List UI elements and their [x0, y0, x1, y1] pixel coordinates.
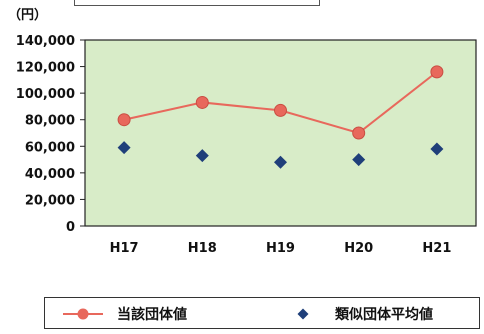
legend-label-2: 類似団体平均値 [334, 306, 433, 323]
data-point [195, 149, 209, 163]
x-tick-label: H18 [188, 241, 217, 256]
series-1 [117, 65, 444, 140]
plot-area [84, 39, 477, 227]
legend: 当該団体値 類似団体平均値 [44, 297, 480, 329]
y-tick-label: 140,000 [16, 34, 75, 49]
legend-marker-1 [77, 308, 89, 320]
x-tick-label: H20 [344, 241, 373, 256]
legend-marker-2 [297, 308, 309, 320]
legend-svg: 当該団体値 類似団体平均値 [63, 306, 433, 323]
data-point [274, 103, 287, 117]
data-point [274, 155, 287, 169]
y-tick-label: 120,000 [16, 61, 75, 76]
x-tick-label: H17 [110, 241, 139, 256]
x-tick-label: H19 [266, 241, 295, 256]
data-point [352, 126, 366, 140]
y-tick-label: 40,000 [25, 167, 75, 182]
data-point [430, 142, 444, 156]
y-tick-label: 100,000 [16, 87, 75, 102]
series-2 [117, 141, 444, 169]
data-point [430, 65, 444, 79]
data-point [195, 95, 209, 109]
y-unit-label: （円） [8, 7, 47, 23]
y-tick-label: 60,000 [25, 140, 75, 155]
data-point [117, 141, 131, 155]
data-point [117, 113, 131, 127]
y-tick-label: 0 [66, 220, 75, 235]
y-tick-label: 20,000 [25, 193, 75, 208]
y-tick-label: 80,000 [25, 114, 75, 129]
data-point [352, 153, 366, 167]
upper-frame-edge [74, 0, 320, 6]
x-tick-label: H21 [422, 241, 451, 256]
legend-label-1: 当該団体値 [117, 306, 187, 323]
chart-svg: （円） 140,000 120,000 100,000 80,000 60,000 40,0… [8, 7, 477, 256]
